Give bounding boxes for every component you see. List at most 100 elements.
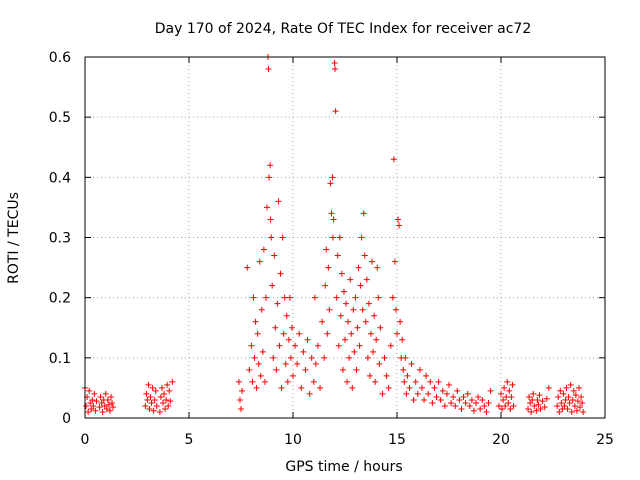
data-point [385,384,392,391]
data-point [282,360,289,367]
data-point [370,348,377,355]
data-point [431,384,438,391]
data-point [258,306,265,313]
data-point [510,402,517,409]
data-point [87,399,94,406]
data-point [283,312,290,319]
data-point [150,407,157,414]
y-tick-label: 0.3 [49,231,71,247]
data-point [365,300,372,307]
data-point [342,336,348,343]
data-point [373,336,380,343]
data-point [423,372,430,379]
data-point [418,384,425,391]
data-point [416,366,423,373]
data-point [308,354,315,361]
data-point [327,180,334,187]
data-point [475,393,482,400]
y-axis-ticks: 0 0.1 0.2 0.3 0.4 0.5 0.6 [49,50,605,427]
data-point [473,399,480,406]
data-point [369,258,376,265]
data-point [421,396,428,403]
data-point [531,402,538,409]
data-point [142,402,149,409]
data-point [252,318,259,325]
data-point [250,294,257,301]
data-point [527,399,534,406]
data-point [456,396,463,403]
data-point [334,252,341,259]
data-point [509,381,516,388]
data-point [321,354,328,361]
data-point [348,330,355,337]
data-point [501,384,508,391]
data-point [332,108,339,115]
data-point [570,387,577,394]
data-point [562,396,569,403]
data-point [364,354,371,361]
data-point [569,396,576,403]
data-point [391,258,398,265]
data-point [244,264,251,271]
data-point [394,330,400,337]
data-point [425,390,432,397]
data-point [530,390,537,397]
data-point [395,216,402,223]
x-tick-label: 0 [81,432,90,448]
x-tick-label: 10 [284,432,302,448]
data-point [149,384,156,391]
data-point [572,392,579,399]
data-point [400,366,407,373]
y-tick-label: 0.1 [49,351,71,367]
data-point [264,204,270,211]
data-point [268,234,275,241]
data-point [105,401,112,408]
data-point [466,402,473,409]
grid-lines [85,57,605,418]
data-point [246,366,253,373]
data-point [300,348,307,355]
data-point [319,318,326,325]
data-point [152,387,159,394]
data-point [573,407,580,414]
data-point [288,324,295,331]
data-point [541,404,548,411]
data-point [477,405,484,412]
data-point [470,407,477,414]
data-point [376,360,383,367]
data-point [287,354,294,361]
data-point [545,384,552,391]
data-point [403,390,410,397]
data-point [165,402,172,409]
data-point [353,366,360,373]
data-point [325,264,332,271]
data-point [500,396,507,403]
data-point [359,306,366,313]
data-point [427,378,434,385]
data-point [379,390,386,397]
y-tick-label: 0.6 [49,50,71,66]
x-tick-label: 15 [388,432,406,448]
data-point [322,282,329,289]
data-point [260,246,267,253]
data-point [88,405,95,412]
data-point [361,252,368,259]
data-point [284,378,291,385]
data-point [539,398,546,405]
data-point [312,360,319,367]
data-point [499,405,506,412]
data-point [412,378,419,385]
data-point [257,372,264,379]
x-axis-label: GPS time / hours [285,459,402,475]
data-point [360,210,367,217]
data-point [158,384,165,391]
data-point [279,234,286,241]
data-point [261,378,268,385]
data-point [96,404,103,411]
data-point [381,354,388,361]
data-point [317,384,324,391]
data-point [401,378,408,385]
data-point [568,408,575,415]
data-point [336,234,343,241]
data-point [340,288,347,295]
